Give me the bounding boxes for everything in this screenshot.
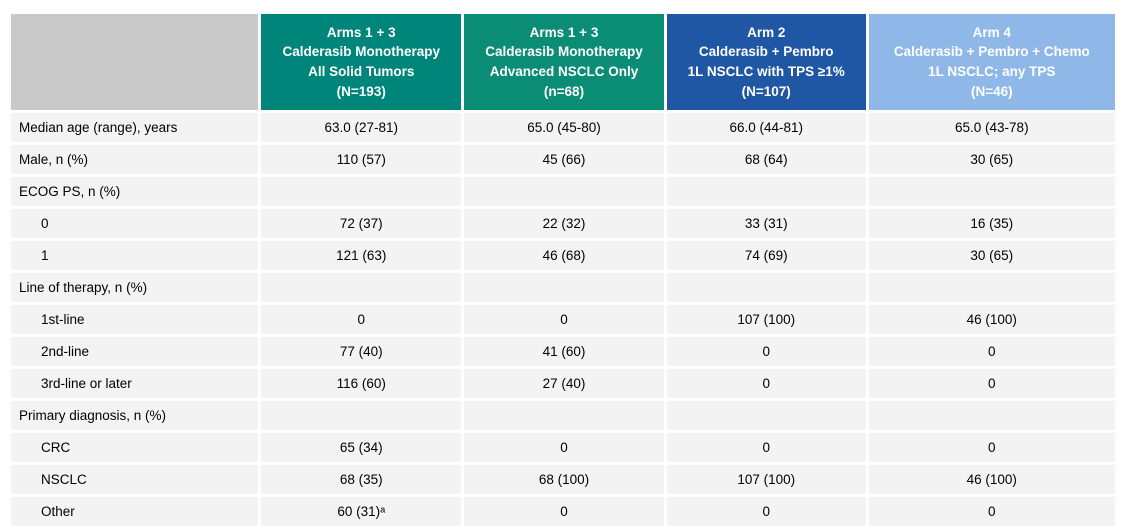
cell-value: 116 (60) bbox=[261, 369, 462, 398]
corner-cell bbox=[11, 14, 259, 110]
cell-value: 0 bbox=[464, 433, 664, 462]
cell-value: 30 (65) bbox=[868, 145, 1115, 174]
cell-value: 0 bbox=[868, 337, 1115, 366]
cell-value bbox=[464, 401, 664, 430]
cell-value: 0 bbox=[868, 369, 1115, 398]
header-row: Arms 1 + 3 Calderasib Monotherapy All So… bbox=[11, 14, 1115, 110]
arm-n: (N=193) bbox=[336, 83, 386, 99]
cell-value: 72 (37) bbox=[261, 209, 462, 238]
row-label: 1 bbox=[11, 241, 259, 270]
arm-population: All Solid Tumors bbox=[308, 64, 415, 79]
cell-value bbox=[868, 177, 1115, 206]
cell-value bbox=[868, 273, 1115, 302]
column-header-arms-1-3-all-solid-tumors: Arms 1 + 3 Calderasib Monotherapy All So… bbox=[261, 14, 462, 110]
arm-treatment: Calderasib + Pembro bbox=[698, 44, 834, 60]
arm-n: (n=68) bbox=[543, 83, 585, 99]
cell-value: 107 (100) bbox=[666, 465, 866, 494]
arm-title: Arms 1 + 3 bbox=[529, 24, 599, 40]
cell-value: 27 (40) bbox=[464, 369, 664, 398]
cell-value: 46 (100) bbox=[868, 305, 1115, 334]
cell-value: 65 (34) bbox=[261, 433, 462, 462]
row-label: 3rd-line or later bbox=[11, 369, 259, 398]
cell-value: 46 (68) bbox=[464, 241, 664, 270]
table-row: 2nd-line 77 (40) 41 (60) 0 0 bbox=[11, 337, 1115, 366]
cell-value bbox=[464, 273, 664, 302]
cell-value: 30 (65) bbox=[868, 241, 1115, 270]
table-row: ECOG PS, n (%) bbox=[11, 177, 1115, 206]
table-row: 3rd-line or later 116 (60) 27 (40) 0 0 bbox=[11, 369, 1115, 398]
table-row: CRC 65 (34) 0 0 0 bbox=[11, 433, 1115, 462]
cell-value: 65.0 (45-80) bbox=[464, 113, 664, 142]
row-label: Median age (range), years bbox=[11, 113, 259, 142]
cell-value bbox=[261, 401, 462, 430]
cell-value: 0 bbox=[666, 337, 866, 366]
row-label: Line of therapy, n (%) bbox=[11, 273, 259, 302]
baseline-characteristics-table: Arms 1 + 3 Calderasib Monotherapy All So… bbox=[8, 11, 1118, 529]
row-label: NSCLC bbox=[11, 465, 259, 494]
cell-value: 0 bbox=[666, 369, 866, 398]
cell-value bbox=[666, 177, 866, 206]
arm-title: Arm 2 bbox=[747, 24, 786, 40]
row-label: 0 bbox=[11, 209, 259, 238]
table-row: 1st-line 0 0 107 (100) 46 (100) bbox=[11, 305, 1115, 334]
arm-population: Advanced NSCLC Only bbox=[489, 64, 639, 79]
page: Arms 1 + 3 Calderasib Monotherapy All So… bbox=[11, 14, 1115, 526]
cell-value: 0 bbox=[261, 305, 462, 334]
arm-n: (N=46) bbox=[970, 83, 1013, 99]
table-row: 1 121 (63) 46 (68) 74 (69) 30 (65) bbox=[11, 241, 1115, 270]
cell-value: 68 (100) bbox=[464, 465, 664, 494]
cell-value bbox=[666, 273, 866, 302]
table-row: NSCLC 68 (35) 68 (100) 107 (100) 46 (100) bbox=[11, 465, 1115, 494]
cell-value: 110 (57) bbox=[261, 145, 462, 174]
cell-value: 16 (35) bbox=[868, 209, 1115, 238]
column-header-arm-4: Arm 4 Calderasib + Pembro + Chemo 1L NSC… bbox=[868, 14, 1115, 110]
arm-treatment: Calderasib Monotherapy bbox=[485, 44, 643, 60]
table-row: Male, n (%) 110 (57) 45 (66) 68 (64) 30 (65) bbox=[11, 145, 1115, 174]
cell-value bbox=[261, 273, 462, 302]
cell-value: 63.0 (27-81) bbox=[261, 113, 462, 142]
cell-value: 33 (31) bbox=[666, 209, 866, 238]
cell-value bbox=[464, 177, 664, 206]
arm-n: (N=107) bbox=[741, 83, 791, 99]
table-row: 0 72 (37) 22 (32) 33 (31) 16 (35) bbox=[11, 209, 1115, 238]
row-label: Primary diagnosis, n (%) bbox=[11, 401, 259, 430]
cell-value: 0 bbox=[666, 433, 866, 462]
row-label: Male, n (%) bbox=[11, 145, 259, 174]
table-header: Arms 1 + 3 Calderasib Monotherapy All So… bbox=[11, 14, 1115, 110]
cell-value: 41 (60) bbox=[464, 337, 664, 366]
cell-value: 0 bbox=[464, 305, 664, 334]
cell-value: 46 (100) bbox=[868, 465, 1115, 494]
cell-value: 66.0 (44-81) bbox=[666, 113, 866, 142]
row-label: 1st-line bbox=[11, 305, 259, 334]
table-row: Primary diagnosis, n (%) bbox=[11, 401, 1115, 430]
cell-value: 0 bbox=[868, 433, 1115, 462]
cell-value: 68 (64) bbox=[666, 145, 866, 174]
table-body: Median age (range), years 63.0 (27-81) 65.… bbox=[11, 113, 1115, 526]
arm-treatment: Calderasib + Pembro + Chemo bbox=[893, 44, 1090, 60]
arm-title: Arms 1 + 3 bbox=[326, 24, 396, 40]
row-label: CRC bbox=[11, 433, 259, 462]
column-header-arms-1-3-advanced-nsclc: Arms 1 + 3 Calderasib Monotherapy Advanc… bbox=[464, 14, 664, 110]
cell-value bbox=[666, 401, 866, 430]
arm-treatment: Calderasib Monotherapy bbox=[282, 44, 441, 60]
cell-value: 68 (35) bbox=[261, 465, 462, 494]
arm-title: Arm 4 bbox=[972, 24, 1011, 40]
cell-value: 45 (66) bbox=[464, 145, 664, 174]
cell-value: 65.0 (43-78) bbox=[868, 113, 1115, 142]
arm-population: 1L NSCLC with TPS ≥1% bbox=[687, 64, 845, 79]
row-label: ECOG PS, n (%) bbox=[11, 177, 259, 206]
cell-value: 121 (63) bbox=[261, 241, 462, 270]
column-header-arm-2: Arm 2 Calderasib + Pembro 1L NSCLC with … bbox=[666, 14, 866, 110]
row-label: 2nd-line bbox=[11, 337, 259, 366]
table-row: Median age (range), years 63.0 (27-81) 65.… bbox=[11, 113, 1115, 142]
cell-value: 22 (32) bbox=[464, 209, 664, 238]
cell-value: 74 (69) bbox=[666, 241, 866, 270]
cell-value: 77 (40) bbox=[261, 337, 462, 366]
cell-value bbox=[868, 401, 1115, 430]
table-row: Line of therapy, n (%) bbox=[11, 273, 1115, 302]
cell-value: 107 (100) bbox=[666, 305, 866, 334]
cell-value bbox=[261, 177, 462, 206]
arm-population: 1L NSCLC; any TPS bbox=[928, 64, 1056, 79]
